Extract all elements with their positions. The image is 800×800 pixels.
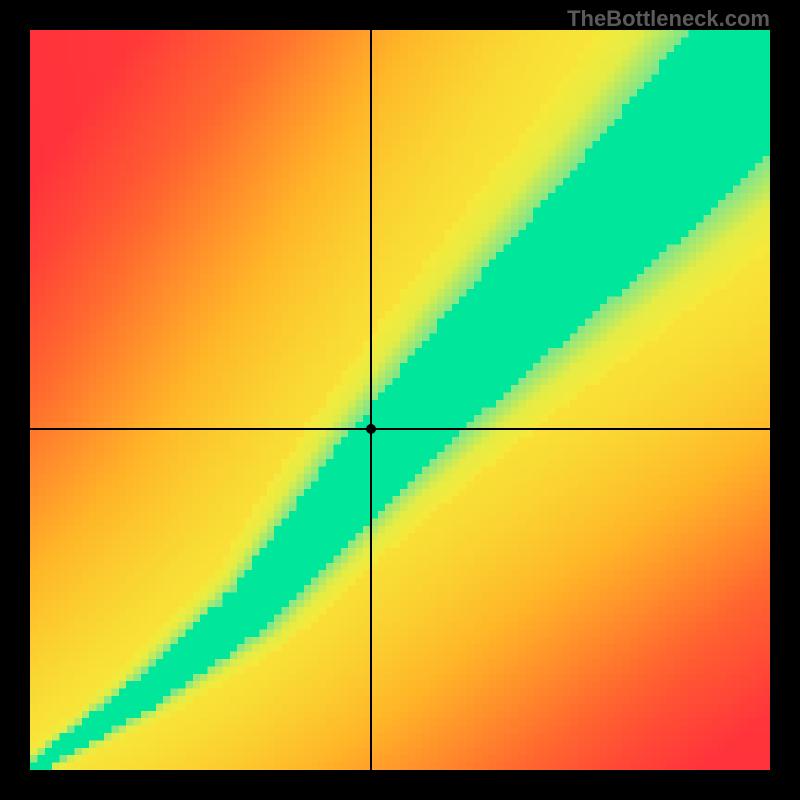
chart-container: TheBottleneck.com [0,0,800,800]
watermark-text: TheBottleneck.com [567,6,770,32]
crosshair-vertical [370,30,372,770]
crosshair-horizontal [30,428,770,430]
bottleneck-heatmap [30,30,770,770]
crosshair-dot [366,424,376,434]
